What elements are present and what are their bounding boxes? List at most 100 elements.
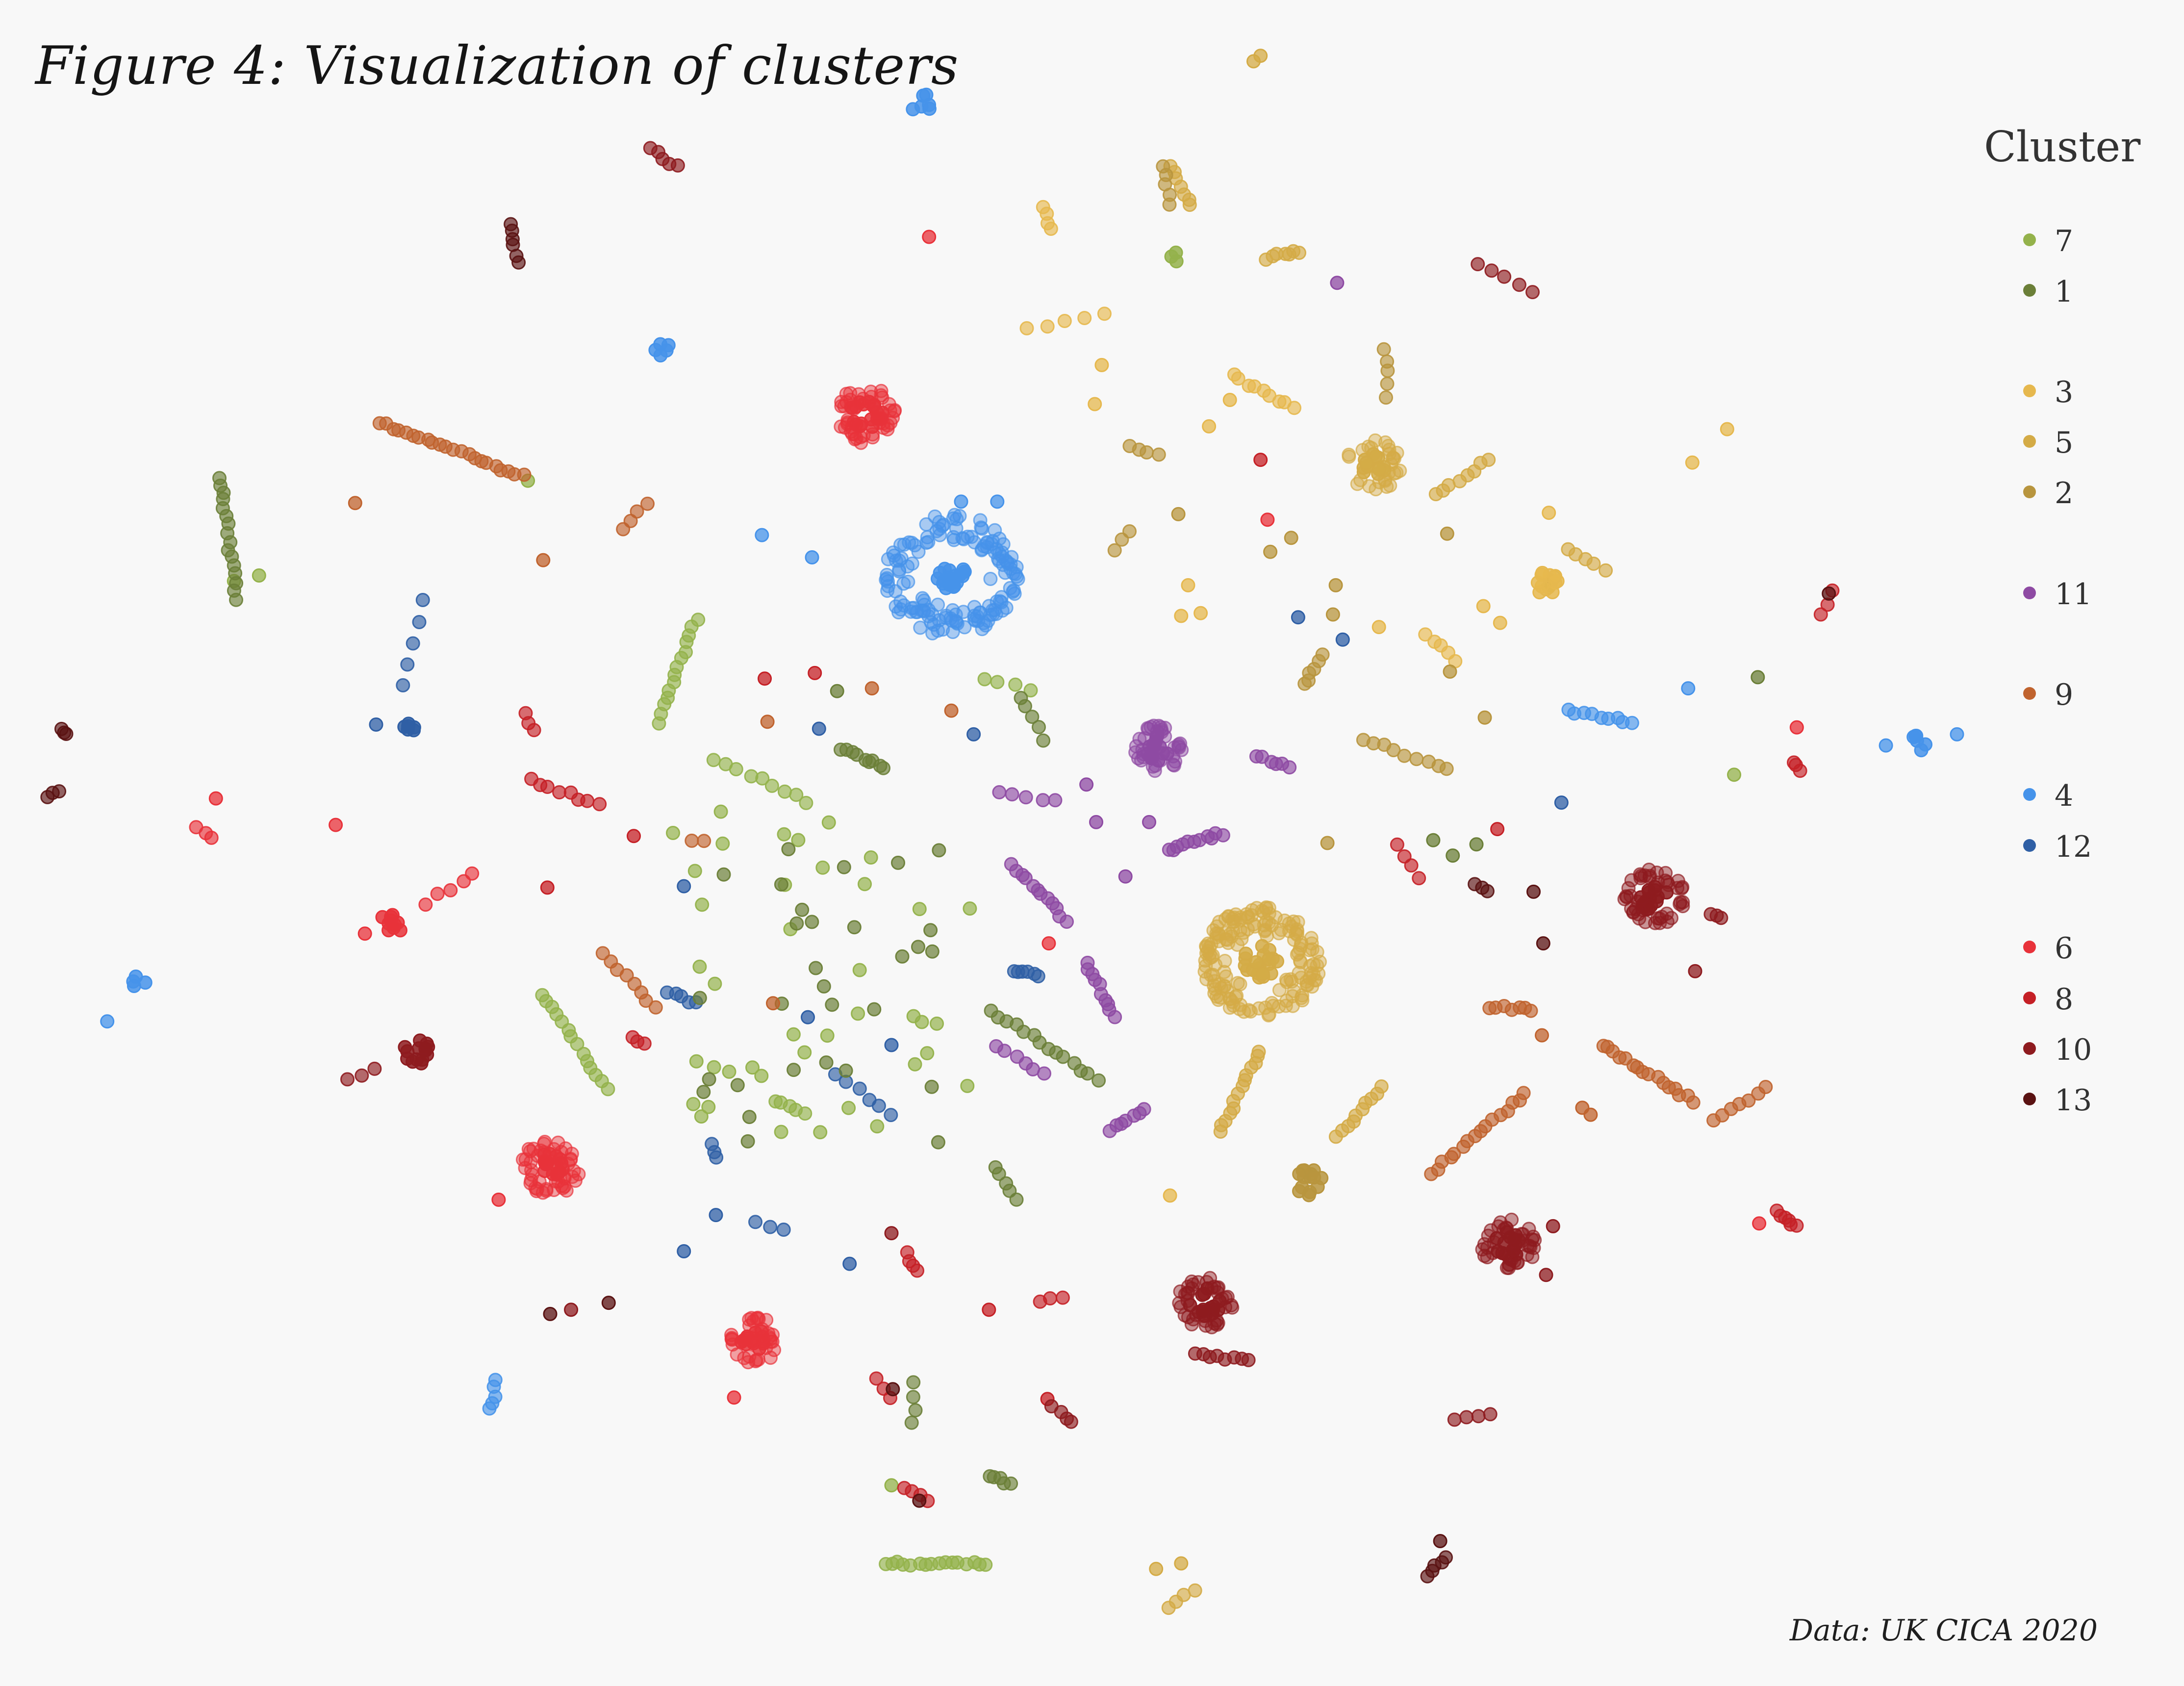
point-cluster-7 [754, 1069, 769, 1083]
point-cluster-10 [1471, 257, 1485, 272]
point-cluster-3 [1476, 599, 1491, 613]
point-cluster-4 [1950, 727, 1964, 741]
point-cluster-5 [1202, 947, 1217, 961]
point-cluster-4 [957, 564, 972, 579]
legend-item-4: 4 [2023, 781, 2073, 811]
point-cluster-8 [758, 671, 772, 686]
point-cluster-4 [990, 494, 1005, 509]
point-cluster-6 [204, 830, 219, 845]
point-cluster-9 [944, 703, 959, 718]
point-cluster-5 [1283, 972, 1298, 987]
point-cluster-6 [737, 1351, 752, 1365]
point-cluster-2 [1443, 664, 1457, 679]
point-cluster-10 [1633, 890, 1648, 905]
point-cluster-6 [748, 1326, 763, 1340]
point-cluster-1 [716, 867, 731, 882]
point-cluster-10 [1546, 1219, 1560, 1233]
point-cluster-11 [1137, 1102, 1151, 1117]
point-cluster-9 [697, 834, 711, 848]
point-cluster-4 [983, 572, 998, 586]
point-cluster-4 [994, 590, 1009, 605]
point-cluster-10 [1634, 869, 1649, 883]
point-cluster-1 [847, 920, 862, 935]
point-cluster-7 [777, 784, 792, 799]
point-cluster-1 [229, 592, 243, 607]
point-cluster-11 [1330, 276, 1345, 290]
point-cluster-3 [1535, 565, 1549, 580]
point-cluster-12 [412, 615, 427, 629]
point-cluster-8 [627, 829, 641, 843]
point-cluster-4 [889, 599, 903, 614]
point-cluster-8 [1390, 837, 1404, 852]
point-cluster-10 [1493, 1215, 1508, 1230]
point-cluster-9 [640, 496, 655, 511]
point-cluster-13 [59, 727, 74, 741]
point-cluster-7 [870, 1119, 885, 1134]
point-cluster-3 [1202, 419, 1217, 434]
point-cluster-1 [805, 915, 819, 929]
point-cluster-8 [1490, 822, 1505, 837]
point-cluster-2 [1307, 1170, 1321, 1185]
point-cluster-1 [867, 1002, 882, 1017]
point-cluster-4 [902, 535, 916, 550]
point-cluster-7 [764, 778, 779, 793]
point-cluster-13 [601, 1296, 616, 1310]
point-cluster-6 [1752, 1216, 1767, 1231]
point-cluster-9 [1741, 1093, 1756, 1108]
point-cluster-7 [1008, 677, 1023, 692]
point-cluster-3 [1077, 311, 1092, 325]
point-cluster-10 [1503, 1230, 1518, 1245]
point-cluster-1 [924, 1079, 939, 1094]
point-cluster-8 [527, 723, 541, 738]
point-cluster-1 [825, 997, 839, 1012]
point-cluster-5 [1233, 997, 1248, 1012]
point-cluster-7 [797, 1045, 812, 1060]
point-cluster-5 [1149, 1561, 1164, 1576]
legend-label: 13 [2055, 1083, 2092, 1118]
point-cluster-2 [1292, 1184, 1306, 1199]
point-cluster-5 [1359, 456, 1374, 470]
point-cluster-4 [954, 494, 968, 509]
point-cluster-7 [960, 1078, 975, 1093]
legend-swatch [2023, 1093, 2036, 1105]
point-cluster-6 [763, 1351, 778, 1365]
point-cluster-5 [1481, 453, 1496, 467]
point-cluster-1 [730, 1078, 745, 1093]
point-cluster-4 [900, 559, 915, 574]
point-cluster-1 [696, 1085, 711, 1099]
point-cluster-8 [982, 1303, 996, 1317]
point-cluster-10 [1512, 278, 1526, 292]
point-cluster-9 [1524, 1003, 1538, 1018]
point-cluster-2 [1320, 836, 1335, 850]
legend-swatch [2023, 485, 2036, 498]
point-cluster-3 [1287, 401, 1301, 415]
legend-title: Cluster [1984, 123, 2141, 172]
point-cluster-1 [789, 916, 804, 931]
point-cluster-1 [742, 1110, 757, 1124]
point-cluster-4 [945, 613, 960, 628]
point-cluster-7 [708, 976, 722, 991]
legend-label: 6 [2055, 931, 2074, 966]
point-cluster-4 [881, 552, 895, 566]
point-cluster-12 [842, 1256, 857, 1271]
point-cluster-12 [709, 1208, 723, 1223]
legend-label: 10 [2055, 1033, 2092, 1067]
point-cluster-6 [547, 1183, 561, 1197]
point-cluster-2 [1386, 743, 1401, 758]
point-cluster-4 [949, 521, 964, 536]
legend-swatch [2023, 435, 2036, 448]
point-cluster-10 [355, 1068, 369, 1083]
point-cluster-5 [1239, 946, 1253, 961]
point-cluster-10 [670, 158, 685, 173]
point-cluster-4 [981, 613, 995, 628]
point-cluster-10 [1676, 895, 1690, 910]
point-cluster-2 [1409, 752, 1424, 766]
point-cluster-11 [1171, 737, 1186, 752]
point-cluster-9 [1535, 1028, 1549, 1043]
point-cluster-10 [564, 1303, 579, 1317]
legend-label: 7 [2055, 224, 2074, 258]
point-cluster-2 [1397, 748, 1412, 763]
point-cluster-7 [701, 1099, 716, 1114]
point-cluster-10 [884, 1226, 899, 1241]
